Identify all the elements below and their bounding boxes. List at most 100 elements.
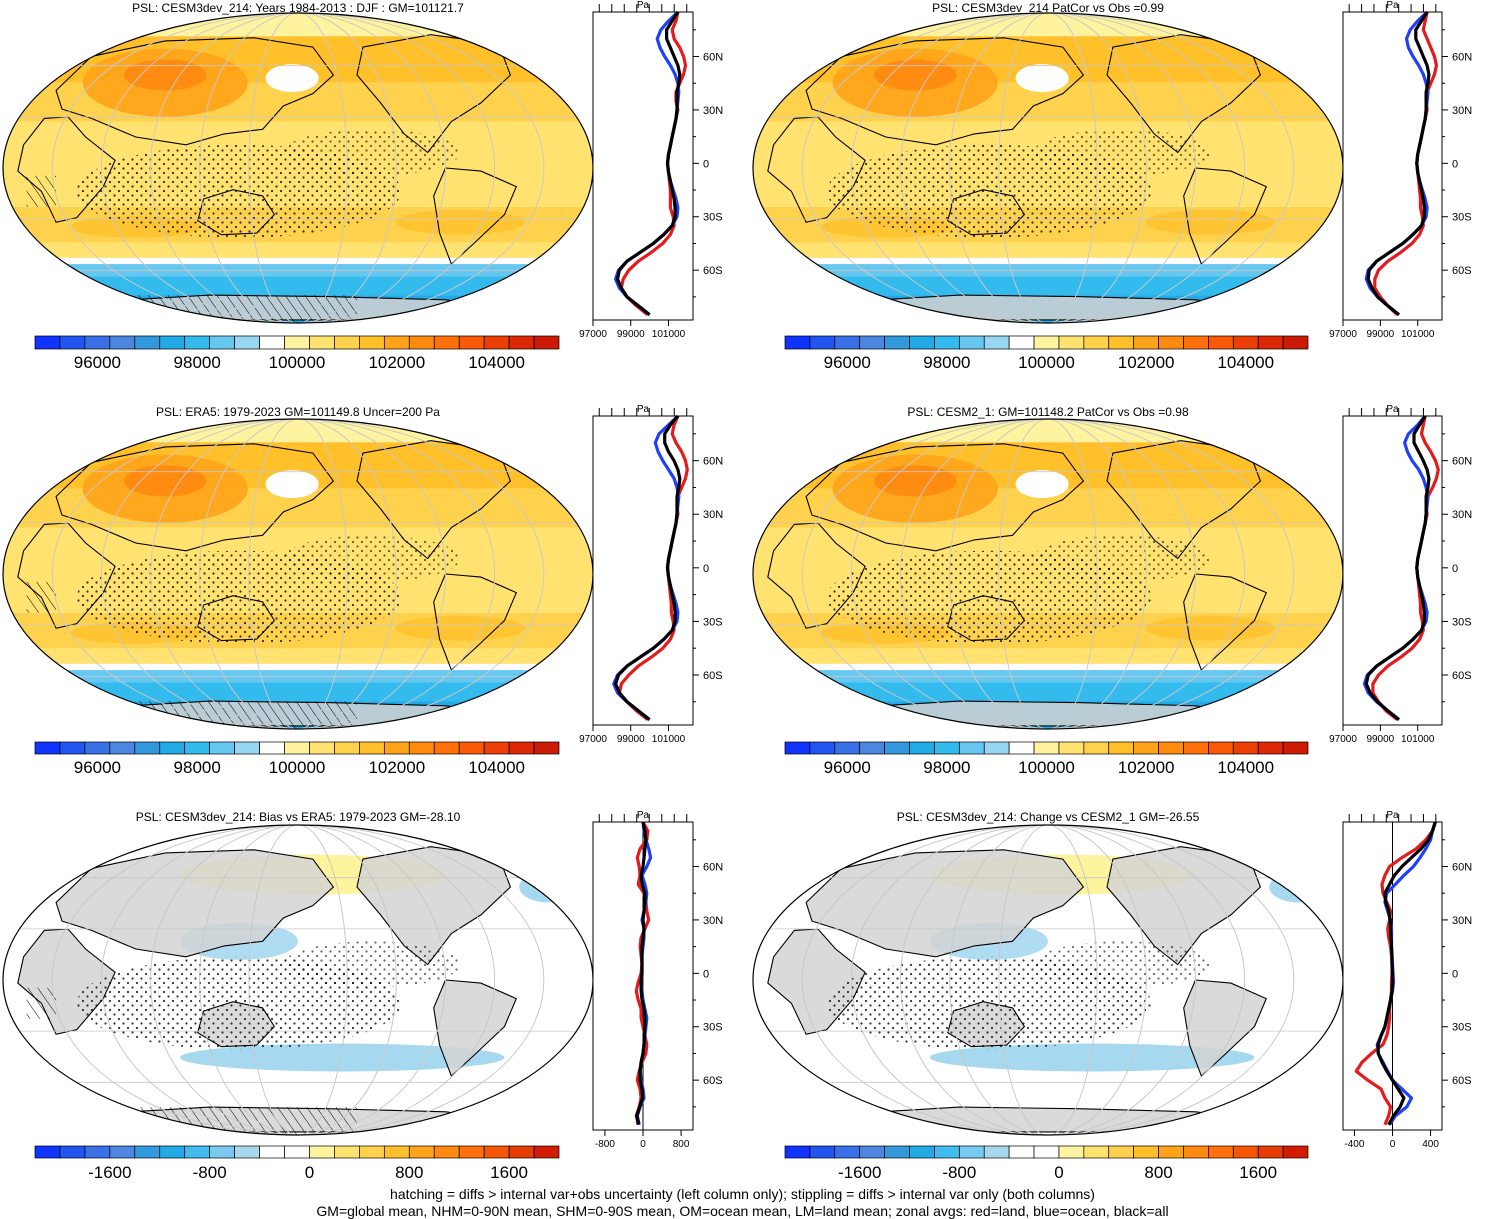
colorbar-swatch <box>159 741 186 755</box>
colorbar-swatch <box>909 1145 935 1159</box>
colorbar-tick-label: 0 <box>305 1163 314 1182</box>
profile-lat-label: 30N <box>703 915 723 927</box>
profile-line-all <box>614 414 682 721</box>
colorbar-swatch <box>1058 335 1085 350</box>
profile-value-label: 101000 <box>1401 734 1435 745</box>
profile-lat-label: 60N <box>703 862 723 874</box>
colorbar-swatch <box>34 335 61 350</box>
profile-frame <box>592 415 694 726</box>
colorbar-p1: 96000 98000 100000 102000 104000 <box>34 335 560 372</box>
colorbar-p5: -1600 -800 0 800 1600 <box>34 1145 560 1182</box>
colorbar-swatch <box>1183 335 1209 350</box>
profile-lat-label: 30S <box>1452 616 1472 628</box>
profile-lat-label: 60S <box>1452 265 1472 277</box>
colorbar-swatch <box>834 741 861 755</box>
colorbar-swatch <box>1232 741 1259 755</box>
profile-value-label: 0 <box>1390 1139 1396 1150</box>
colorbar-tick-label: -800 <box>193 1163 227 1182</box>
profile-value-label: 0 <box>640 1139 646 1150</box>
colorbar-swatch <box>109 335 136 350</box>
colorbar-swatch <box>259 335 285 350</box>
colorbar-swatch <box>508 741 535 755</box>
colorbar-swatch <box>458 335 485 350</box>
profile-value-label: 400 <box>1422 1139 1439 1150</box>
colorbar-p2: 96000 98000 100000 102000 104000 <box>784 335 1309 372</box>
colorbar-swatch <box>1282 335 1309 350</box>
profile-line-all <box>1364 415 1431 721</box>
profile-lat-label: 30S <box>1452 212 1472 224</box>
colorbar-swatch <box>59 741 86 755</box>
colorbar-swatch <box>184 1145 211 1159</box>
profile-line-all <box>1376 821 1437 1126</box>
panel-title: PSL: ERA5: 1979-2023 GM=101149.8 Uncer=2… <box>156 405 440 419</box>
colorbar-swatch <box>408 741 435 755</box>
colorbar-swatch <box>834 1145 861 1159</box>
profile-frame <box>1342 11 1443 321</box>
profile-line-all <box>1366 11 1431 316</box>
colorbar-tick-label: 96000 <box>824 353 871 372</box>
colorbar-swatch <box>383 741 410 755</box>
profile-value-label: 101000 <box>652 734 686 745</box>
panel-p3: PSL: ERA5: 1979-2023 GM=101149.8 Uncer=2… <box>2 404 723 777</box>
colorbar-swatch <box>1208 741 1234 755</box>
colorbar-swatch <box>1033 335 1060 350</box>
colorbar-swatch <box>1208 1145 1234 1159</box>
colorbar-swatch <box>1058 741 1085 755</box>
footnote-hatching: hatching = diffs > internal var+obs unce… <box>390 1186 1095 1202</box>
colorbar-swatch <box>1008 335 1035 350</box>
colorbar-swatch <box>958 741 985 755</box>
profile-lat-label: 60N <box>1452 862 1472 874</box>
profile-units: Pa <box>1386 404 1399 415</box>
colorbar-tick-label: 96000 <box>74 758 121 777</box>
colorbar-swatch <box>433 741 460 755</box>
colorbar-swatch <box>784 335 811 350</box>
panel-p2: PSL: CESM3dev_214 PatCor vs Obs =0.99 960… <box>752 0 1472 372</box>
colorbar-swatch <box>408 335 435 350</box>
panel-p4: PSL: CESM2_1: GM=101148.2 PatCor vs Obs … <box>752 404 1472 777</box>
colorbar-swatch <box>483 335 510 350</box>
profile-frame <box>592 11 694 321</box>
profile-lat-label: 30N <box>703 105 723 117</box>
profile-lat-label: 30S <box>703 616 723 628</box>
colorbar-swatch <box>84 335 111 350</box>
colorbar-tick-label: -800 <box>942 1163 976 1182</box>
colorbar-swatch <box>284 741 310 755</box>
footnote-legend: GM=global mean, NHM=0-90N mean, SHM=0-90… <box>316 1203 1169 1219</box>
colorbar-tick-label: -1600 <box>838 1163 881 1182</box>
colorbar-swatch <box>533 1145 560 1159</box>
colorbar-swatch <box>458 741 485 755</box>
colorbar-swatch <box>784 741 811 755</box>
profile-lat-label: 30N <box>1452 915 1472 927</box>
colorbar-swatch <box>84 741 111 755</box>
profile-units: Pa <box>1386 0 1399 11</box>
colorbar-swatch <box>1282 1145 1309 1159</box>
colorbar-swatch <box>383 1145 410 1159</box>
profile-lat-label: 30N <box>1452 105 1472 117</box>
colorbar-swatch <box>1083 741 1110 755</box>
profile-lat-label: 60S <box>703 670 723 682</box>
colorbar-tick-label: -1600 <box>88 1163 131 1182</box>
colorbar-tick-label: 104000 <box>1217 353 1274 372</box>
colorbar-tick-label: 100000 <box>1018 758 1075 777</box>
colorbar-tick-label: 102000 <box>1118 758 1175 777</box>
colorbar-swatch <box>359 1145 385 1159</box>
colorbar-swatch <box>1108 741 1135 755</box>
colorbar-swatch <box>533 741 560 755</box>
profile-value-label: -400 <box>1344 1139 1364 1150</box>
colorbar-swatch <box>1183 1145 1209 1159</box>
colorbar-swatch <box>1108 335 1135 350</box>
colorbar-tick-label: 98000 <box>174 353 221 372</box>
colorbar-swatch <box>1008 741 1035 755</box>
colorbar-swatch <box>134 1145 161 1159</box>
colorbar-tick-label: 96000 <box>824 758 871 777</box>
colorbar-swatch <box>234 1145 260 1159</box>
profile-value-label: 99000 <box>617 329 645 340</box>
colorbar-tick-label: 104000 <box>1217 758 1274 777</box>
profile-lat-label: 0 <box>1452 968 1458 980</box>
profile-value-label: -800 <box>595 1139 615 1150</box>
colorbar-swatch <box>433 335 460 350</box>
colorbar-swatch <box>234 741 260 755</box>
colorbar-swatch <box>983 335 1010 350</box>
zonal-profile-p1: Pa 60N 30N 0 30S 60S 97000 99000 101000 <box>579 0 723 340</box>
zonal-profile-p6: Pa 60N 30N 0 30S 60S -400 0 400 <box>1342 810 1472 1150</box>
